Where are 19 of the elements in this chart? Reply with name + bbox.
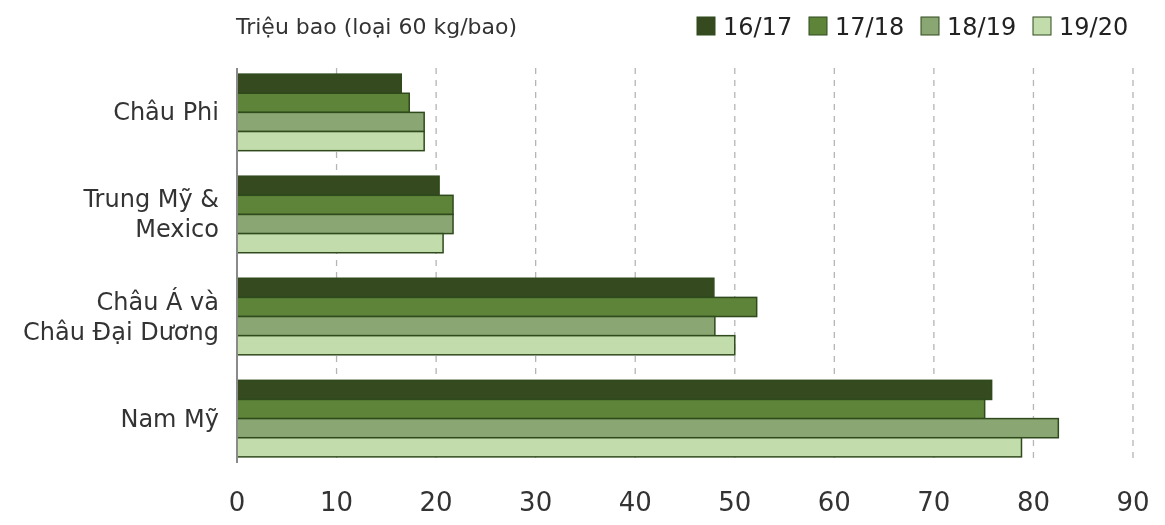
y-tick-label: Châu Phi — [113, 98, 219, 127]
x-tick-label: 50 — [718, 487, 752, 517]
legend-label: 18/19 — [947, 13, 1017, 41]
x-tick-label: 90 — [1116, 487, 1150, 517]
x-tick-label: 80 — [1016, 487, 1050, 517]
x-tick-label: 20 — [419, 487, 453, 517]
legend-label: 17/18 — [835, 13, 905, 41]
legend-label: 19/20 — [1059, 13, 1129, 41]
y-tick-label: Nam Mỹ — [120, 404, 219, 433]
y-tick-label: Châu Á và Châu Đại Dương — [23, 286, 219, 346]
legend-label: 16/17 — [723, 13, 793, 41]
chart-title: Triệu bao (loại 60 kg/bao) — [235, 14, 518, 39]
x-tick-label: 40 — [618, 487, 652, 517]
x-tick-label: 30 — [519, 487, 553, 517]
x-tick-label: 0 — [228, 487, 246, 517]
x-tick-label: 70 — [917, 487, 951, 517]
x-tick-label: 10 — [320, 487, 354, 517]
x-tick-label: 60 — [817, 487, 851, 517]
y-tick-label: Trung Mỹ & Mexico — [82, 185, 219, 244]
